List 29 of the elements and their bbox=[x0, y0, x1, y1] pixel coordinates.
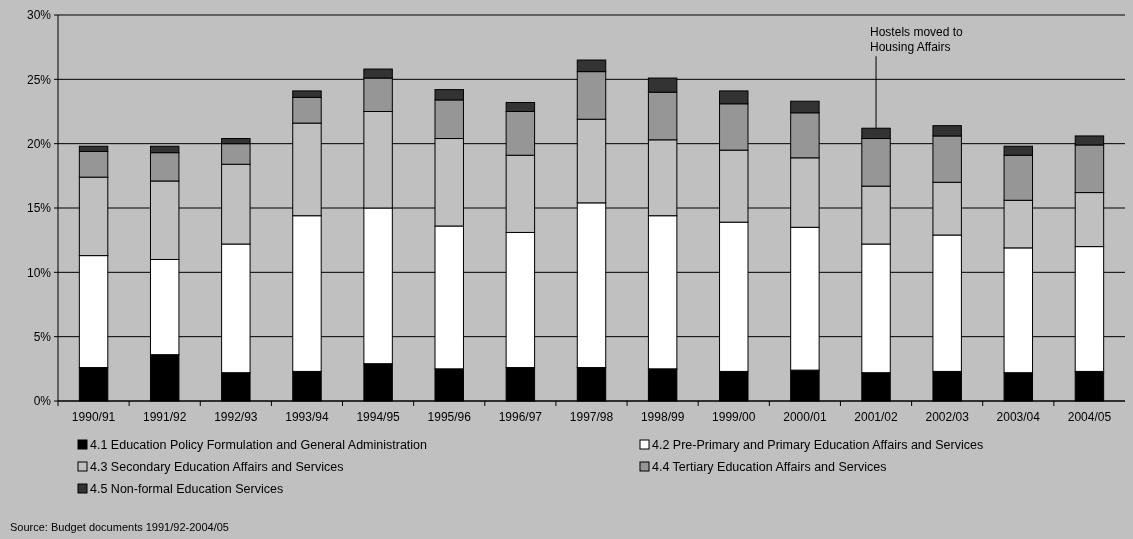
y-tick-label: 5% bbox=[33, 329, 52, 344]
legend-label: 4.3 Secondary Education Affairs and Services bbox=[90, 460, 344, 474]
legend-label: 4.5 Non-formal Education Services bbox=[90, 482, 284, 496]
annotation: Hostels moved to Housing Affairs bbox=[870, 25, 964, 55]
x-tick-label: 1992/93 bbox=[214, 410, 258, 424]
x-tick-label: 2002/03 bbox=[925, 410, 970, 424]
legend-label: 4.4 Tertiary Education Affairs and Services bbox=[652, 460, 887, 474]
x-tick-label: 1993/94 bbox=[285, 410, 329, 424]
y-tick-label: 30% bbox=[26, 8, 52, 23]
x-tick-label: 1996/97 bbox=[498, 410, 543, 424]
y-tick-label: 20% bbox=[26, 136, 52, 151]
y-tick-label: 15% bbox=[26, 201, 52, 216]
x-tick-label: 2004/05 bbox=[1067, 410, 1112, 424]
legend-label: 4.1 Education Policy Formulation and General Administration bbox=[90, 438, 428, 452]
x-tick-label: 2003/04 bbox=[996, 410, 1041, 424]
source-note: Source: Budget documents 1991/92-2004/05 bbox=[10, 521, 229, 533]
x-tick-label: 2001/02 bbox=[854, 410, 899, 424]
x-tick-label: 1997/98 bbox=[569, 410, 614, 424]
x-tick-label: 1999/00 bbox=[712, 410, 756, 424]
y-tick-label: 25% bbox=[26, 72, 52, 87]
x-tick-label: 2000/01 bbox=[783, 410, 827, 424]
x-tick-label: 1995/96 bbox=[427, 410, 472, 424]
x-tick-label: 1991/92 bbox=[143, 410, 187, 424]
x-tick-label: 1998/99 bbox=[640, 410, 685, 424]
x-tick-label: 1994/95 bbox=[356, 410, 401, 424]
y-tick-label: 10% bbox=[26, 265, 52, 280]
x-tick-label: 1990/91 bbox=[71, 410, 116, 424]
legend-label: 4.2 Pre-Primary and Primary Education Affairs and Services bbox=[652, 438, 984, 452]
y-tick-label: 0% bbox=[33, 394, 52, 409]
